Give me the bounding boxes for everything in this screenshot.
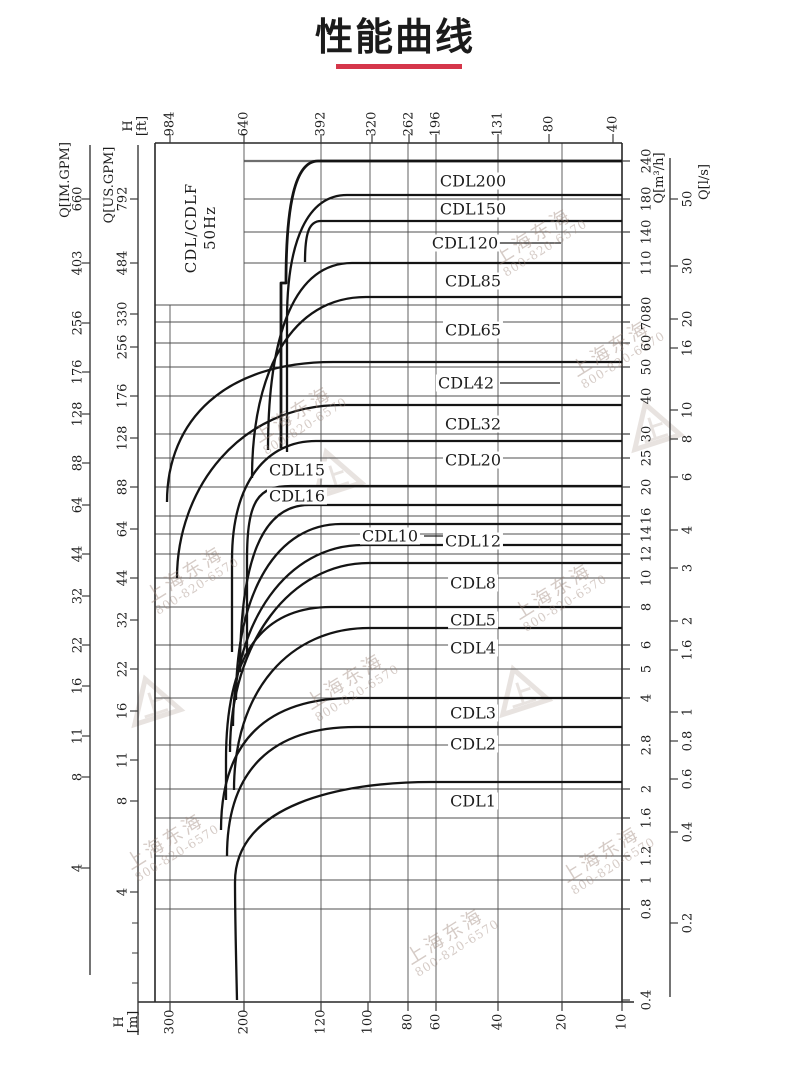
svg-text:上: 上 [637, 412, 671, 449]
curve-CDL32 [175, 403, 622, 579]
svg-text:上: 上 [318, 460, 352, 497]
title-underline [336, 64, 462, 69]
page-title: 性能曲线 [314, 15, 475, 59]
curve-CDL200 [279, 159, 622, 448]
curve-CDL120 [303, 219, 622, 263]
curve-CDL8 [228, 561, 622, 753]
curve-CDL15 [245, 484, 622, 652]
curve-CDL12 [234, 522, 622, 701]
brand-logo-watermark: 上 [499, 664, 554, 719]
svg-text:上: 上 [137, 687, 171, 724]
curve-CDL16 [238, 503, 622, 673]
brand-logo-watermark: 上 [631, 399, 686, 454]
curve-CDL20 [230, 439, 622, 652]
curve-CDL65 [250, 295, 622, 479]
curve-CDL85 [266, 261, 622, 451]
curve-CDL3 [219, 696, 622, 831]
curve-CDL4 [232, 626, 622, 791]
curve-CDL2 [225, 725, 622, 857]
curve-CDL150 [285, 193, 622, 452]
curve-CDL42 [165, 360, 622, 503]
brand-logo-watermark: 上 [312, 447, 367, 502]
curve-CDL5 [224, 605, 622, 800]
brand-logo-watermark: 上 [131, 674, 186, 729]
curve-CDL1 [233, 780, 622, 1001]
curve-CDL10 [231, 543, 622, 727]
svg-text:上: 上 [505, 677, 539, 714]
